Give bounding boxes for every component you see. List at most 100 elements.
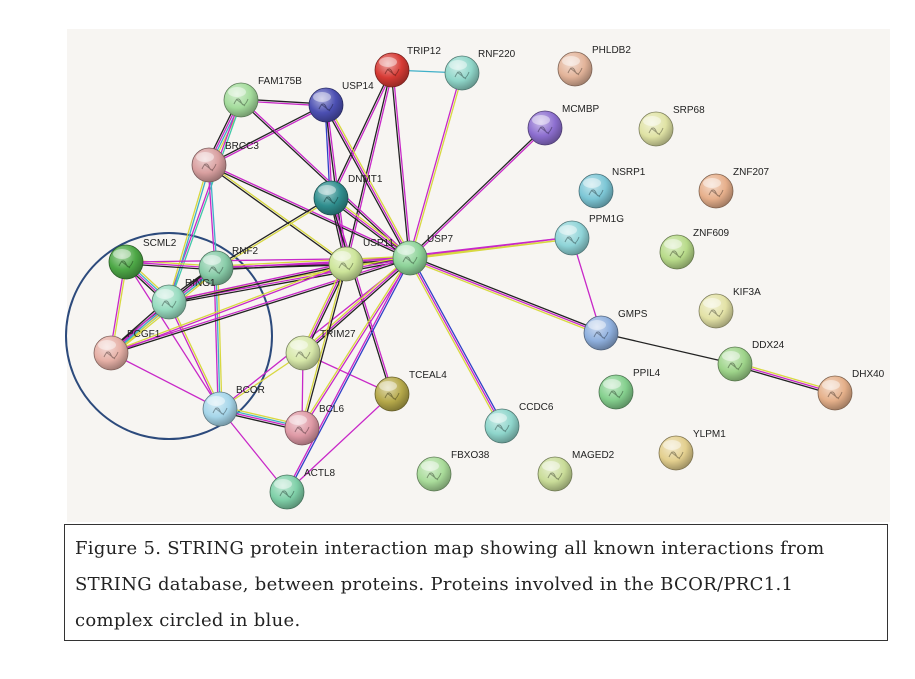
- protein-node-bubble[interactable]: [223, 82, 259, 118]
- protein-node-bubble[interactable]: [444, 55, 480, 91]
- node-highlight: [98, 340, 116, 350]
- node-srp68[interactable]: SRP68: [638, 105, 705, 147]
- edge-mcmbp-usp7: [408, 126, 547, 260]
- node-znf207[interactable]: ZNF207: [698, 167, 770, 209]
- edge-evidence-line: [410, 128, 547, 260]
- protein-node-bubble[interactable]: [191, 147, 227, 183]
- protein-node-bubble[interactable]: [578, 173, 614, 209]
- protein-node-bubble[interactable]: [537, 456, 573, 492]
- node-rnf2[interactable]: RNF2: [198, 246, 259, 286]
- protein-structure-glyph: [454, 71, 470, 80]
- node-pcgf1[interactable]: PCGF1: [93, 329, 161, 371]
- protein-structure-glyph: [593, 331, 609, 340]
- node-label-usp14: USP14: [342, 81, 374, 92]
- node-dhx40[interactable]: DHX40: [817, 369, 885, 411]
- edge-gmps-usp7: [408, 255, 603, 336]
- edge-ccdc6-usp7: [407, 256, 505, 428]
- protein-structure-glyph: [338, 262, 354, 271]
- protein-node-bubble[interactable]: [151, 284, 187, 320]
- protein-node-bubble[interactable]: [328, 246, 364, 282]
- protein-node-bubble[interactable]: [374, 52, 410, 88]
- node-ppil4[interactable]: PPIL4: [598, 368, 661, 410]
- protein-node-bubble[interactable]: [108, 244, 144, 280]
- node-kif3a[interactable]: KIF3A: [698, 287, 761, 329]
- node-label-brcc3: BRCC3: [225, 141, 259, 152]
- node-ccdc6[interactable]: CCDC6: [484, 402, 554, 444]
- node-brcc3[interactable]: BRCC3: [191, 141, 259, 183]
- node-actl8[interactable]: ACTL8: [269, 468, 336, 510]
- edge-usp14-usp7: [323, 103, 413, 260]
- protein-node-bubble[interactable]: [817, 375, 853, 411]
- protein-node-bubble[interactable]: [698, 293, 734, 329]
- node-trim27[interactable]: TRIM27: [285, 329, 356, 371]
- protein-node-bubble[interactable]: [308, 87, 344, 123]
- edge-evidence-line: [408, 72, 462, 259]
- protein-node-bubble[interactable]: [717, 346, 753, 382]
- node-label-rnf220: RNF220: [478, 49, 516, 60]
- node-highlight: [532, 115, 550, 125]
- node-label-nsrp1: NSRP1: [612, 167, 646, 178]
- node-phldb2[interactable]: PHLDB2: [557, 45, 631, 87]
- protein-node-bubble[interactable]: [698, 173, 734, 209]
- edge-tceal4-actl8: [286, 393, 393, 493]
- node-highlight: [663, 440, 681, 450]
- edge-evidence-line: [300, 256, 410, 429]
- protein-structure-glyph: [201, 163, 217, 172]
- node-mcmbp[interactable]: MCMBP: [527, 104, 600, 146]
- node-nsrp1[interactable]: NSRP1: [578, 167, 646, 209]
- protein-node-bubble[interactable]: [583, 315, 619, 351]
- protein-node-bubble[interactable]: [557, 51, 593, 87]
- node-fam175b[interactable]: FAM175B: [223, 76, 302, 118]
- node-scml2[interactable]: SCML2: [108, 238, 177, 280]
- node-gmps[interactable]: GMPS: [583, 309, 648, 351]
- protein-node-bubble[interactable]: [93, 335, 129, 371]
- protein-node-bubble[interactable]: [598, 374, 634, 410]
- node-maged2[interactable]: MAGED2: [537, 450, 615, 492]
- node-highlight: [228, 87, 246, 97]
- protein-node-bubble[interactable]: [658, 435, 694, 471]
- edge-evidence-line: [331, 69, 394, 200]
- protein-node-bubble[interactable]: [285, 335, 321, 371]
- protein-structure-glyph: [827, 391, 843, 400]
- node-label-pcgf1: PCGF1: [127, 329, 161, 340]
- protein-structure-glyph: [727, 362, 743, 371]
- protein-node-bubble[interactable]: [638, 111, 674, 147]
- node-label-usp7: USP7: [427, 234, 454, 245]
- node-usp7[interactable]: USP7: [392, 234, 454, 276]
- node-ylpm1[interactable]: YLPM1: [658, 429, 726, 471]
- node-bcl6[interactable]: BCL6: [284, 404, 344, 446]
- node-dnmt1[interactable]: DNMT1: [313, 174, 383, 216]
- node-usp14[interactable]: USP14: [308, 81, 374, 123]
- node-fbxo38[interactable]: FBXO38: [416, 450, 490, 492]
- protein-structure-glyph: [494, 424, 510, 433]
- node-trip12[interactable]: TRIP12: [374, 46, 441, 88]
- edge-evidence-line: [325, 104, 411, 259]
- edge-evidence-line: [207, 165, 347, 266]
- edge-pcgf1-usp11: [110, 262, 347, 355]
- protein-node-bubble[interactable]: [659, 234, 695, 270]
- node-tceal4[interactable]: TCEAL4: [374, 370, 447, 412]
- node-ppm1g[interactable]: PPM1G: [554, 214, 624, 256]
- node-ddx24[interactable]: DDX24: [717, 340, 785, 382]
- protein-node-bubble[interactable]: [198, 250, 234, 286]
- node-label-actl8: ACTL8: [304, 468, 336, 479]
- protein-node-bubble[interactable]: [284, 410, 320, 446]
- node-highlight: [313, 92, 331, 102]
- node-rnf220[interactable]: RNF220: [444, 49, 516, 91]
- node-usp11[interactable]: USP11: [328, 238, 394, 282]
- protein-node-bubble[interactable]: [484, 408, 520, 444]
- protein-node-bubble[interactable]: [313, 180, 349, 216]
- node-bcor[interactable]: BCOR: [202, 385, 265, 427]
- protein-node-bubble[interactable]: [416, 456, 452, 492]
- protein-structure-glyph: [161, 300, 177, 309]
- protein-node-bubble[interactable]: [374, 376, 410, 412]
- protein-node-bubble[interactable]: [269, 474, 305, 510]
- node-znf609[interactable]: ZNF609: [659, 228, 730, 270]
- edge-evidence-line: [215, 198, 333, 270]
- protein-node-bubble[interactable]: [554, 220, 590, 256]
- protein-node-bubble[interactable]: [527, 110, 563, 146]
- edge-evidence-line: [125, 261, 221, 410]
- protein-node-bubble[interactable]: [392, 240, 428, 276]
- node-ring1[interactable]: RING1: [151, 278, 216, 320]
- protein-node-bubble[interactable]: [202, 391, 238, 427]
